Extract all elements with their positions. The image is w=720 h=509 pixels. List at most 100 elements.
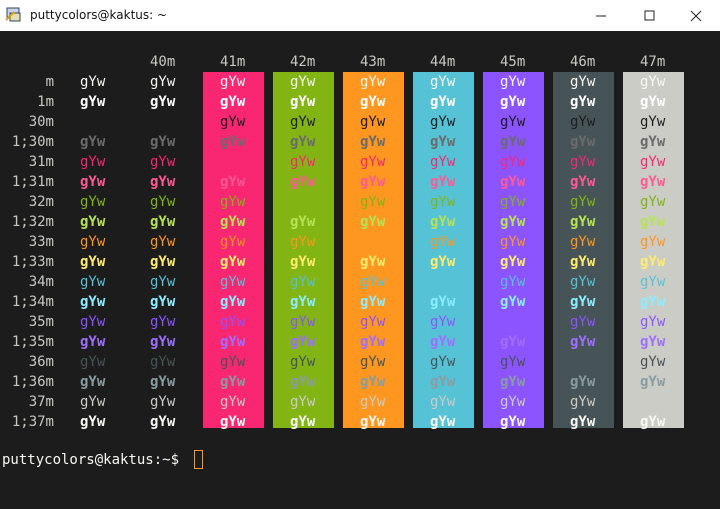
sample-cell: gYw (570, 134, 596, 150)
sample-cell: gYw (640, 334, 666, 350)
sample-cell: gYw (430, 114, 456, 130)
sample-cell: gYw (290, 94, 316, 110)
sample-cell: gYw (150, 274, 176, 290)
terminal: 40m 41m 42m 43m 44m 45m 46m 47m m gYw gYw gYw gYw gYw… (0, 31, 720, 509)
sample-cell: gYw (640, 254, 666, 270)
sample-cell: gYw (150, 294, 176, 310)
sample-cell: gYw (430, 94, 456, 110)
sample-cell: gYw (570, 74, 596, 90)
sample-cell: gYw (640, 314, 666, 330)
sample-cell: gYw (360, 194, 386, 210)
sample-cell: gYw (220, 194, 246, 210)
sample-cell: gYw (430, 354, 456, 370)
row-label: 30m (29, 114, 54, 130)
sample-cell: gYw (360, 134, 386, 150)
sample-cell: gYw (430, 274, 456, 290)
sample-cell: gYw (570, 354, 596, 370)
sample-cell: gYw (360, 394, 386, 410)
sample-cell: gYw (500, 294, 526, 310)
sample-cell: gYw (430, 294, 456, 310)
sample-cell: gYw (500, 394, 526, 410)
sample-cell: gYw (360, 174, 386, 190)
column-background (203, 72, 264, 428)
sample-cell: gYw (500, 234, 526, 250)
sample-cell: gYw (640, 394, 666, 410)
sample-cell: gYw (220, 74, 246, 90)
column-header: 47m (640, 54, 665, 70)
close-button[interactable] (690, 10, 702, 22)
sample-cell: gYw (290, 254, 316, 270)
sample-cell: gYw (150, 234, 176, 250)
sample-cell: gYw (220, 154, 246, 170)
sample-cell: gYw (80, 274, 106, 290)
column-background (343, 72, 404, 428)
sample-cell: gYw (80, 114, 106, 130)
sample-cell: gYw (150, 414, 176, 430)
row-label: 1;35m (12, 334, 54, 350)
sample-cell: gYw (360, 374, 386, 390)
sample-cell: gYw (430, 154, 456, 170)
column-background (133, 72, 194, 428)
row-label: 31m (29, 154, 54, 170)
sample-cell: gYw (360, 354, 386, 370)
row-label: 35m (29, 314, 54, 330)
sample-cell: gYw (220, 414, 246, 430)
sample-cell: gYw (500, 174, 526, 190)
sample-cell: gYw (290, 74, 316, 90)
sample-cell: gYw (360, 294, 386, 310)
app-icon (5, 7, 21, 22)
sample-cell: gYw (150, 114, 176, 130)
sample-cell: gYw (290, 174, 316, 190)
sample-cell: gYw (290, 134, 316, 150)
sample-cell: gYw (290, 294, 316, 310)
sample-cell: gYw (80, 174, 106, 190)
sample-cell: gYw (80, 134, 106, 150)
sample-cell: gYw (430, 414, 456, 430)
sample-cell: gYw (80, 394, 106, 410)
sample-cell: gYw (220, 334, 246, 350)
sample-cell: gYw (290, 314, 316, 330)
sample-cell: gYw (640, 414, 666, 430)
sample-cell: gYw (290, 394, 316, 410)
sample-cell: gYw (360, 114, 386, 130)
column-background (483, 72, 544, 428)
row-label: 32m (29, 194, 54, 210)
sample-cell: gYw (220, 354, 246, 370)
sample-cell: gYw (500, 334, 526, 350)
sample-cell: gYw (570, 394, 596, 410)
sample-cell: gYw (80, 194, 106, 210)
sample-cell: gYw (430, 174, 456, 190)
sample-cell: gYw (570, 374, 596, 390)
sample-cell: gYw (360, 274, 386, 290)
row-label: 37m (29, 394, 54, 410)
sample-cell: gYw (80, 74, 106, 90)
sample-cell: gYw (640, 214, 666, 230)
sample-cell: gYw (220, 234, 246, 250)
sample-cell: gYw (150, 94, 176, 110)
sample-cell: gYw (430, 74, 456, 90)
column-header: 45m (500, 54, 525, 70)
sample-cell: gYw (430, 314, 456, 330)
sample-cell: gYw (290, 334, 316, 350)
sample-cell: gYw (150, 74, 176, 90)
sample-cell: gYw (640, 294, 666, 310)
sample-cell: gYw (290, 414, 316, 430)
column-header: 43m (360, 54, 385, 70)
sample-cell: gYw (500, 194, 526, 210)
sample-cell: gYw (220, 274, 246, 290)
sample-cell: gYw (640, 374, 666, 390)
sample-cell: gYw (430, 394, 456, 410)
row-label: 1;37m (12, 414, 54, 430)
sample-cell: gYw (150, 134, 176, 150)
sample-cell: gYw (500, 414, 526, 430)
sample-cell: gYw (640, 154, 666, 170)
sample-cell: gYw (570, 234, 596, 250)
sample-cell: gYw (150, 314, 176, 330)
sample-cell: gYw (80, 414, 106, 430)
sample-cell: gYw (360, 254, 386, 270)
maximize-button[interactable] (644, 10, 655, 21)
sample-cell: gYw (220, 294, 246, 310)
sample-cell: gYw (360, 214, 386, 230)
prompt: puttycolors@kaktus:~$ (2, 452, 179, 468)
sample-cell: gYw (220, 374, 246, 390)
